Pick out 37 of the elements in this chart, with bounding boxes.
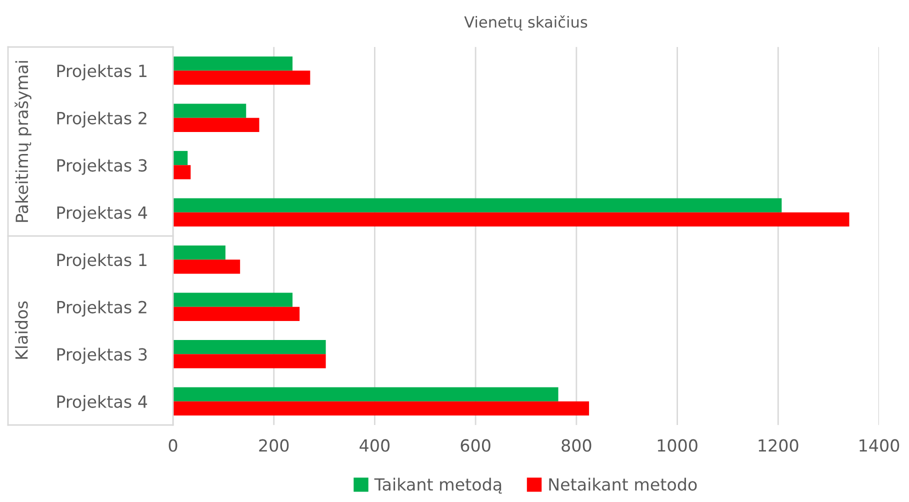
legend-label: Taikant metodą xyxy=(374,478,502,494)
bar xyxy=(173,387,558,402)
bar xyxy=(173,260,240,274)
bar xyxy=(173,340,326,354)
x-tick-label: 0 xyxy=(168,439,178,452)
chart-title: Vienetų skaičius xyxy=(464,15,588,30)
bar xyxy=(173,292,293,307)
text: Klaidos xyxy=(14,301,28,359)
bar xyxy=(173,354,326,368)
y-tick-label: Projektas 4 xyxy=(57,206,148,222)
bar xyxy=(173,104,246,118)
x-tick-label: 400 xyxy=(360,439,390,452)
bar xyxy=(173,70,310,85)
y-tick-label: Projektas 1 xyxy=(57,253,146,270)
legend-label: Netaikant metodo xyxy=(549,478,697,491)
bar xyxy=(173,118,260,132)
bar xyxy=(173,245,226,260)
bar xyxy=(173,212,850,227)
y-tick-label: Projektas 3 xyxy=(57,348,147,364)
x-tick-label: 800 xyxy=(562,439,592,452)
text: Pakeitimų prašymai xyxy=(14,61,32,222)
bar xyxy=(173,401,590,416)
bar xyxy=(173,56,293,71)
y-tick-label: Projektas 3 xyxy=(57,158,147,175)
bar xyxy=(173,165,191,180)
bar xyxy=(173,306,300,322)
x-tick-label: 200 xyxy=(259,439,289,452)
x-tick-label: 1200 xyxy=(758,439,798,452)
bar xyxy=(173,150,188,166)
y-tick-label: Projektas 2 xyxy=(57,300,146,317)
x-tick-label: 600 xyxy=(460,439,490,452)
x-tick-label: 1000 xyxy=(658,439,698,452)
y-tick-label: Projektas 1 xyxy=(57,64,146,80)
x-tick-label: 1400 xyxy=(860,439,900,452)
y-tick-label: Projektas 4 xyxy=(57,395,148,412)
bar xyxy=(173,198,782,212)
y-tick-label: Projektas 2 xyxy=(57,112,146,128)
